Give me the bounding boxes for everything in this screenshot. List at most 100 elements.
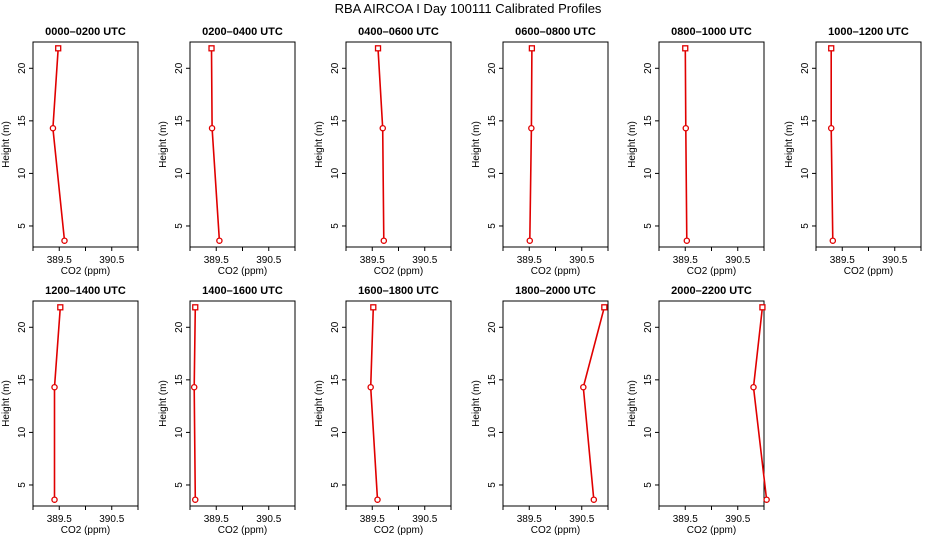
x-tick-label: 390.5 xyxy=(725,255,750,266)
y-tick-label: 20 xyxy=(487,321,498,333)
y-tick-label: 5 xyxy=(800,223,811,229)
x-axis-label: CO2 (ppm) xyxy=(61,525,110,536)
y-tick-label: 10 xyxy=(643,167,654,179)
y-tick-label: 5 xyxy=(174,482,185,488)
data-point xyxy=(57,304,64,311)
x-tick-label: 389.5 xyxy=(673,255,698,266)
data-point xyxy=(191,496,199,503)
x-tick-label: 389.5 xyxy=(517,255,542,266)
y-tick-label: 10 xyxy=(643,426,654,438)
y-tick-label: 20 xyxy=(643,321,654,333)
x-axis-label: CO2 (ppm) xyxy=(687,266,736,277)
data-point xyxy=(374,496,381,503)
data-point xyxy=(750,383,757,391)
x-axis-label: CO2 (ppm) xyxy=(61,266,110,277)
y-tick-label: 10 xyxy=(17,426,28,438)
y-axis-label: Height (m) xyxy=(158,121,169,168)
plot-frame xyxy=(658,41,765,248)
x-tick-label: 389.5 xyxy=(47,514,72,525)
x-tick-label: 390.5 xyxy=(256,255,281,266)
x-tick-label: 390.5 xyxy=(256,514,281,525)
profile-line xyxy=(752,307,768,500)
y-tick-label: 5 xyxy=(17,223,28,229)
data-point xyxy=(528,124,535,132)
panel-title: 0800–1000 UTC xyxy=(671,26,752,38)
data-point xyxy=(55,45,62,52)
y-tick-label: 15 xyxy=(330,374,341,386)
y-tick-label: 10 xyxy=(800,167,811,179)
data-point xyxy=(216,237,223,244)
profile-line xyxy=(210,48,221,241)
y-tick-label: 15 xyxy=(174,115,185,127)
panel-title: 0600–0800 UTC xyxy=(515,26,596,38)
data-point xyxy=(51,496,58,503)
x-tick-label: 389.5 xyxy=(830,255,855,266)
panel-title: 1000–1200 UTC xyxy=(828,26,909,38)
y-tick-label: 15 xyxy=(17,374,28,386)
y-tick-label: 10 xyxy=(487,167,498,179)
data-point xyxy=(526,237,534,244)
data-point xyxy=(208,45,215,52)
y-tick-label: 10 xyxy=(330,167,341,179)
data-point xyxy=(208,124,216,132)
panel-title: 0200–0400 UTC xyxy=(202,26,283,38)
y-tick-label: 20 xyxy=(17,62,28,74)
plot-frame xyxy=(189,41,296,248)
data-point xyxy=(590,496,598,503)
plot-frame xyxy=(32,41,139,248)
y-axis-label: Height (m) xyxy=(627,380,638,427)
x-tick-label: 390.5 xyxy=(99,255,124,266)
data-point xyxy=(367,383,374,391)
plot-frame xyxy=(32,300,139,507)
x-axis-label: CO2 (ppm) xyxy=(531,266,580,277)
y-tick-label: 20 xyxy=(487,62,498,74)
figure-title: RBA AIRCOA I Day 100111 Calibrated Profi… xyxy=(334,1,602,16)
x-tick-label: 389.5 xyxy=(517,514,542,525)
y-tick-label: 20 xyxy=(174,321,185,333)
x-tick-label: 390.5 xyxy=(569,255,594,266)
y-axis-label: Height (m) xyxy=(471,380,482,427)
y-tick-label: 10 xyxy=(174,426,185,438)
data-point xyxy=(828,45,835,52)
data-point xyxy=(374,45,382,52)
panel-title: 1600–1800 UTC xyxy=(358,285,439,297)
x-axis-label: CO2 (ppm) xyxy=(218,525,267,536)
y-tick-label: 5 xyxy=(330,482,341,488)
y-tick-label: 20 xyxy=(643,62,654,74)
profile-line xyxy=(529,48,533,241)
y-tick-label: 15 xyxy=(800,115,811,127)
x-tick-label: 390.5 xyxy=(99,514,124,525)
y-axis-label: Height (m) xyxy=(471,121,482,168)
x-axis-label: CO2 (ppm) xyxy=(531,525,580,536)
profile-line xyxy=(369,307,379,500)
panel-title: 1800–2000 UTC xyxy=(515,285,596,297)
panel-title: 0400–0600 UTC xyxy=(358,26,439,38)
x-tick-label: 389.5 xyxy=(360,514,385,525)
y-tick-label: 20 xyxy=(330,321,341,333)
plot-frame xyxy=(502,41,609,248)
plot-frame xyxy=(189,300,296,507)
data-point xyxy=(370,304,377,311)
y-tick-label: 15 xyxy=(643,115,654,127)
x-tick-label: 390.5 xyxy=(569,514,594,525)
x-axis-label: CO2 (ppm) xyxy=(687,525,736,536)
y-tick-label: 5 xyxy=(330,223,341,229)
data-point xyxy=(829,237,837,244)
data-point xyxy=(528,45,536,52)
y-tick-label: 15 xyxy=(330,115,341,127)
y-tick-label: 5 xyxy=(174,223,185,229)
panel-title: 0000–0200 UTC xyxy=(45,26,126,38)
data-point xyxy=(61,237,68,244)
x-tick-label: 389.5 xyxy=(204,514,229,525)
data-point xyxy=(192,304,199,311)
y-tick-label: 5 xyxy=(643,223,654,229)
y-tick-label: 15 xyxy=(487,374,498,386)
panel-title: 1400–1600 UTC xyxy=(202,285,283,297)
x-tick-label: 389.5 xyxy=(47,255,72,266)
x-tick-label: 390.5 xyxy=(882,255,907,266)
data-point xyxy=(380,237,388,244)
y-axis-label: Height (m) xyxy=(784,121,795,168)
x-tick-label: 390.5 xyxy=(725,514,750,525)
